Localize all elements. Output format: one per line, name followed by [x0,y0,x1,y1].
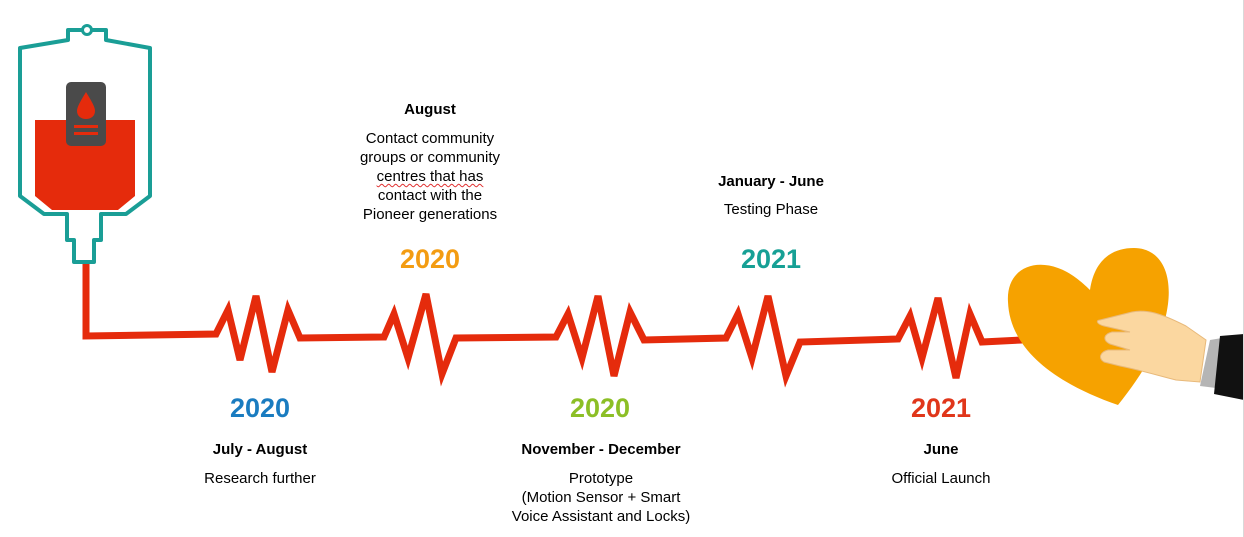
milestone-5-period: June [923,441,959,458]
milestone-3-year: 2020 [569,393,631,423]
milestone-5-description: Official Launch [821,469,1061,488]
description-line: (Motion Sensor + Smart [521,489,681,506]
milestone-2-description: Contact community groups or community ce… [310,129,550,224]
description-line: Contact community [365,130,495,147]
description-line: Prototype [568,470,634,487]
description-line: contact with the [377,187,483,204]
milestone-3-description: Prototype (Motion Sensor + Smart Voice A… [481,469,721,526]
milestone-2-year: 2020 [399,244,461,274]
milestone-3-period: November - December [521,441,681,458]
milestone-5-year: 2021 [910,393,972,423]
description-line: Official Launch [891,470,991,487]
description-line: Research further [204,470,316,487]
milestone-1-description: Research further [140,469,380,488]
description-line: Voice Assistant and Locks) [511,508,691,525]
description-line: groups or community [359,149,501,166]
description-line: centres that has [310,167,550,186]
description-line: Testing Phase [723,201,819,218]
heartbeat-line [82,260,1023,388]
milestone-1-year: 2020 [229,393,291,423]
milestone-4-year: 2021 [740,244,802,274]
description-line: Pioneer generations [362,206,498,223]
milestone-1-period: July - August [212,441,308,458]
heart-in-hand-icon [1007,248,1244,405]
description-word: centres that has [376,168,484,185]
milestone-4-period: January - June [718,173,824,190]
milestone-2-period: August [404,101,456,118]
milestone-4-description: Testing Phase [651,200,891,219]
blood-bag-icon [18,24,152,264]
